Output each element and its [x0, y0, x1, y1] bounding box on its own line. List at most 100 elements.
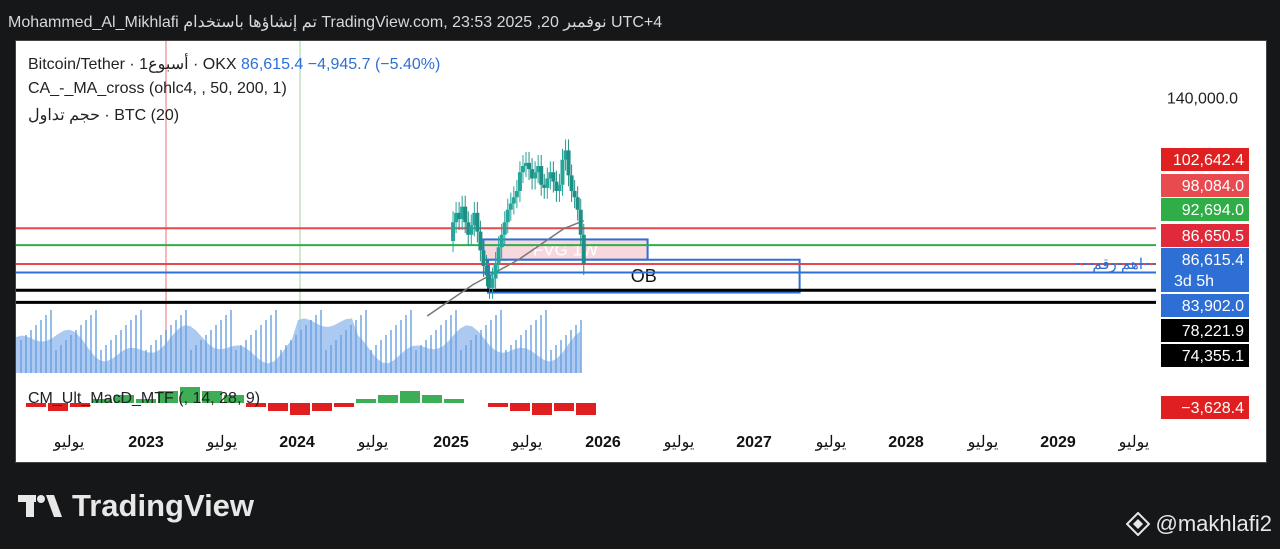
volume-bar: [275, 310, 277, 373]
volume-bar: [235, 350, 237, 373]
volume-bar: [370, 350, 372, 373]
symbol-legend[interactable]: Bitcoin/Tether · 1أسبوع · OKX 86,615.4 −…: [28, 54, 440, 74]
candle-body: [451, 222, 456, 241]
macd-bar: [92, 399, 112, 403]
candle-body: [463, 206, 468, 223]
volume-bar: [545, 310, 547, 373]
volume-bar: [220, 320, 222, 373]
volume-bar: [25, 335, 27, 373]
volume-bar: [135, 315, 137, 373]
x-tick-year: 2028: [888, 434, 924, 451]
macd-value-badge: [1161, 396, 1249, 419]
volume-bar: [170, 325, 172, 373]
macd-bar: [26, 403, 46, 407]
macd-bar: [400, 391, 420, 403]
volume-bar: [490, 320, 492, 373]
volume-bar: [125, 325, 127, 373]
macd-bar: [334, 403, 354, 407]
volume-bar: [75, 330, 77, 373]
candle-body: [536, 166, 541, 173]
ma-indicator-legend[interactable]: CA_-_MA_cross (ohlc4, , 50, 200, 1): [28, 80, 287, 97]
macd-bar: [70, 403, 90, 407]
volume-bar: [110, 340, 112, 373]
volume-bar: [215, 325, 217, 373]
volume-bar: [265, 320, 267, 373]
volume-bar: [200, 340, 202, 373]
tv-logo-icon: [18, 495, 62, 517]
volume-bar: [535, 320, 537, 373]
author-name: Mohammed_Al_Mikhlafi: [8, 14, 179, 31]
last-price: 86,615.4: [241, 56, 304, 73]
volume-bar: [420, 345, 422, 373]
candle-body: [517, 172, 522, 191]
volume-bar: [345, 330, 347, 373]
volume-bar: [480, 330, 482, 373]
macd-bar: [356, 399, 376, 403]
candle-body: [481, 250, 486, 266]
price-badge: [1161, 148, 1249, 171]
volume-bar: [405, 315, 407, 373]
volume-bar: [390, 330, 392, 373]
volume-bar: [410, 310, 412, 373]
volume-bar: [150, 345, 152, 373]
volume-bar: [175, 320, 177, 373]
price-badge-label: 98,084.0: [1182, 178, 1244, 195]
price-badge-label: 86,650.5: [1182, 228, 1244, 245]
price-badge-label: 78,221.9: [1182, 323, 1244, 340]
volume-bar: [310, 320, 312, 373]
candle-body: [469, 225, 474, 235]
volume-bar: [520, 335, 522, 373]
volume-bar: [375, 345, 377, 373]
macd-bar: [48, 403, 68, 411]
volume-bar: [100, 350, 102, 373]
candle-body: [457, 212, 462, 220]
volume-bar: [45, 315, 47, 373]
volume-bar: [530, 325, 532, 373]
candle-body: [475, 212, 480, 232]
ma-line: [426, 219, 585, 317]
volume-bar: [160, 335, 162, 373]
volume-bar: [105, 345, 107, 373]
x-tick-year: 2023: [128, 434, 164, 451]
watermark-username: @makhlafi2: [1155, 511, 1273, 536]
candle-body: [539, 166, 544, 185]
volume-bar: [155, 340, 157, 373]
volume-bar: [315, 315, 317, 373]
volume-bar: [190, 350, 192, 373]
ob-zone: [487, 258, 801, 294]
volume-bar: [195, 345, 197, 373]
candle-body: [499, 234, 504, 248]
volume-bar: [95, 310, 97, 373]
volume-bar: [580, 320, 582, 373]
candle-body: [560, 159, 565, 185]
price-badge: [1161, 248, 1249, 292]
candle-body: [545, 178, 550, 188]
volume-bar: [70, 335, 72, 373]
volume-bar: [465, 345, 467, 373]
volume-bar: [355, 320, 357, 373]
candle-body: [460, 206, 465, 220]
volume-bar: [55, 350, 57, 373]
volume-bar: [515, 340, 517, 373]
macd-value-label: −3,628.4: [1181, 400, 1244, 417]
volume-bar: [35, 325, 37, 373]
volume-bar: [380, 340, 382, 373]
volume-bar: [330, 345, 332, 373]
candle-body: [542, 184, 547, 188]
volume-bar: [260, 325, 262, 373]
volume-bar: [455, 310, 457, 373]
candle-body: [572, 191, 577, 198]
volume-bar: [430, 335, 432, 373]
volume-bar: [270, 315, 272, 373]
macd-indicator-legend[interactable]: CM_Ult_MacD_MTF (, 14, 28, 9): [28, 390, 261, 407]
volume-indicator-legend[interactable]: حجم تداول · BTC (20): [28, 107, 180, 124]
diamond-logo-icon: [1125, 512, 1150, 536]
volume-bar: [365, 310, 367, 373]
volume-bar: [335, 340, 337, 373]
x-tick-month: يوليو: [815, 434, 847, 451]
x-tick-month: يوليو: [1118, 434, 1150, 451]
volume-bar: [40, 320, 42, 373]
candle-body: [520, 166, 525, 173]
